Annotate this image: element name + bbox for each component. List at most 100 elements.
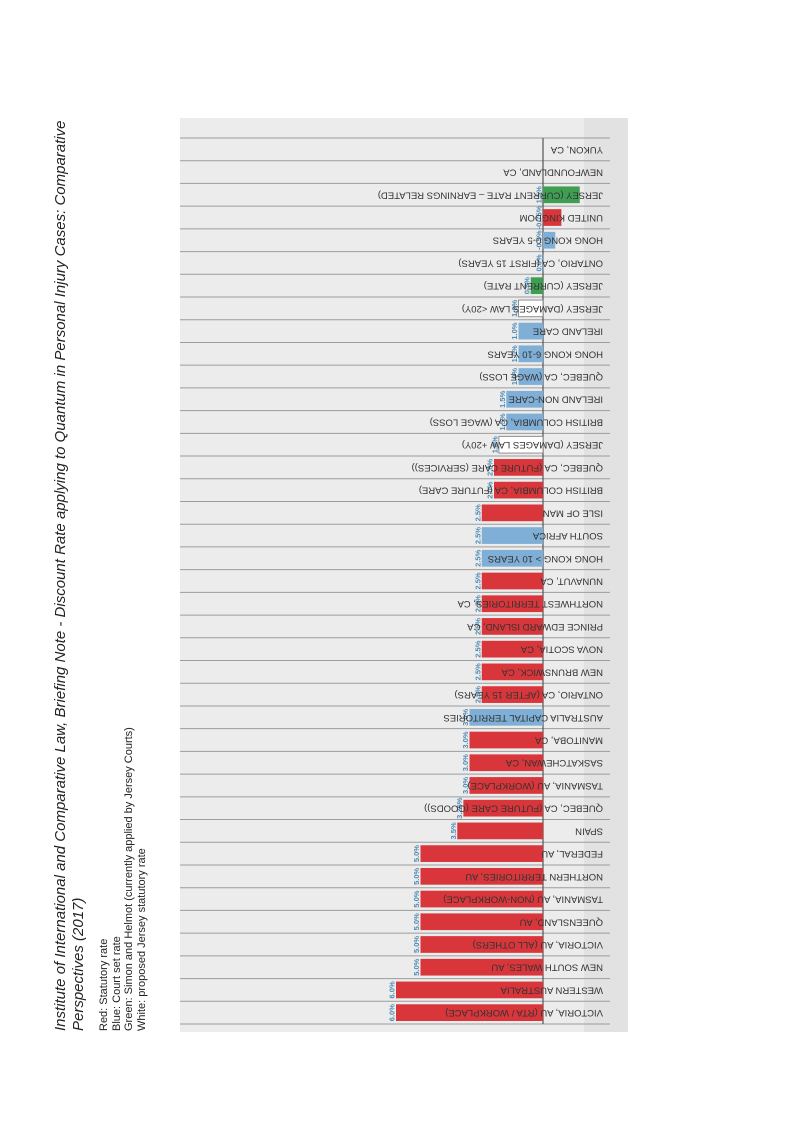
category-label: BRITISH COLUMBIA, CA (FUTURE CARE) [419,485,603,496]
category-label: NORTHERN TERRITORIES, AU [465,871,603,882]
bar [420,845,543,862]
data-label: 2.5% [473,527,482,544]
data-label: 2.5% [473,595,482,612]
data-label: 3.0% [461,708,470,725]
bar [420,958,543,976]
legend-item-blue: Blue: Court set rate [110,936,123,1031]
category-label: NEW SOUTH WALES, AU [491,962,603,973]
bar [420,867,543,885]
bar [420,913,543,931]
data-label: 1.0% [510,368,519,385]
data-label: -0.5% [535,230,544,250]
bar [481,504,543,522]
bar [481,663,543,681]
data-label: 6.0% [388,1004,397,1021]
data-label: 3.0% [461,731,470,748]
bar [469,777,543,794]
bar [481,527,543,544]
category-label: UNITED KINGDOM [520,212,603,223]
data-label: 0.0% [535,254,544,271]
data-label: 2.5% [473,663,482,680]
bar [494,481,543,499]
legend: Red: Statutory rate Blue: Court set rate… [98,531,148,1031]
chart-panel: 6.0% VICTORIA, AU (RTA / WORKPLACE) 6.0% WE… [180,118,628,1032]
category-label: SPAIN [575,825,603,836]
bar [481,686,543,703]
data-label: 1.5% [535,186,544,203]
data-label: 5.0% [412,913,421,930]
category-label: ONTARIO, CA (AFTER 15 YEARS) [454,689,603,700]
bar [396,1004,543,1021]
bar [518,322,543,340]
bar [543,231,556,249]
data-label: 2.5% [473,572,482,589]
bar [481,572,543,590]
bar [469,708,543,726]
category-label: VICTORIA, AU (RTA / WORKPLACE) [445,1007,603,1018]
category-label: FEDERAL, AU [541,848,603,859]
category-label: JERSEY (CURRENT RATE) [484,280,603,291]
bar [463,799,543,817]
category-label: IRELAND NON-CARE [509,394,604,405]
category-label: SASKATCHEWAN, CA [505,757,603,768]
data-label: 5.0% [412,936,421,953]
legend-item-red: Red: Statutory rate [98,938,110,1031]
data-label: 2.5% [473,686,482,703]
category-label: NEWFOUNDLAND, CA [503,167,603,178]
data-label: 3.0% [461,754,470,771]
bar [543,209,562,226]
category-label: AUSTRALIA CAPITAL TERRITORIES [443,712,603,723]
bar [506,390,543,408]
data-label: 1.0% [510,300,519,317]
data-label: 1.8% [490,436,499,453]
bar [518,368,543,385]
category-label: QUEENSLAND, AU [519,916,603,927]
side-text: Institute of International and Comparati… [0,0,160,1121]
bar [469,754,543,772]
category-label: VICTORIA, AU (ALL OTHERS) [473,939,603,950]
data-label: 2.0% [486,459,495,476]
category-label: YUKON, CA [550,144,603,155]
category-label: JERSEY (DAMAGES LAW +20Y) [462,439,603,450]
category-label: MANITOBA, CA [534,735,603,746]
category-label: IRELAND CARE [533,326,603,337]
page-title: Institute of International and Comparati… [52,120,87,1031]
category-label: WESTERN AUSTRALIA [500,984,603,995]
bar [518,299,544,318]
data-label: 1.5% [498,413,507,430]
data-label: 5.0% [412,845,421,862]
bar [469,731,543,749]
label-band [584,118,628,1032]
bar [498,435,544,454]
data-label: 1.0% [510,345,519,362]
category-label: NORTHWEST TERRITORIES, CA [457,598,603,609]
category-label: BRITISH COLUMBIA, CA (WAGE LOSS) [430,416,603,427]
category-label: HONG KONG 0-5 YEARS [493,235,603,246]
bar [530,277,543,295]
bar [543,186,580,204]
category-label: NUNAVUT, CA [540,575,603,586]
category-label: ONTARIO, CA (FIRST 15 YEARS) [458,257,603,268]
bar [420,936,543,953]
data-label: 3.5% [449,822,458,839]
category-label: QUEBEC, CA (FUTURE CARE (SERVICES)) [412,462,603,473]
category-label: QUEBEC, CA (WAGE LOSS) [479,371,603,382]
data-label: 3.0% [461,777,470,794]
category-label: QUEBEC, CA (FUTURE CARE (GOODS)) [424,803,603,814]
bar [420,890,543,908]
category-label: TASMANIA, AU (WORKPLACE) [468,780,603,791]
bar [518,345,543,363]
data-label: 0.5% [522,277,531,294]
category-label: NOVA SCOTIA, CA [520,644,603,655]
data-label: 6.0% [388,981,397,998]
bar [481,640,543,658]
data-label: 1.0% [510,322,519,339]
data-label: 3.25% [455,797,464,819]
bar [506,413,543,431]
data-label: 2.0% [486,481,495,498]
category-label: JERSEY (CURRENT RATE – EARNINGS RELATED) [378,189,603,200]
category-label: JERSEY (DAMAGES LAW <20Y) [462,303,603,314]
legend-item-green: Green: Simon and Helmot (currently appli… [123,727,135,1031]
bar [396,981,543,999]
data-label: 5.0% [412,867,421,884]
